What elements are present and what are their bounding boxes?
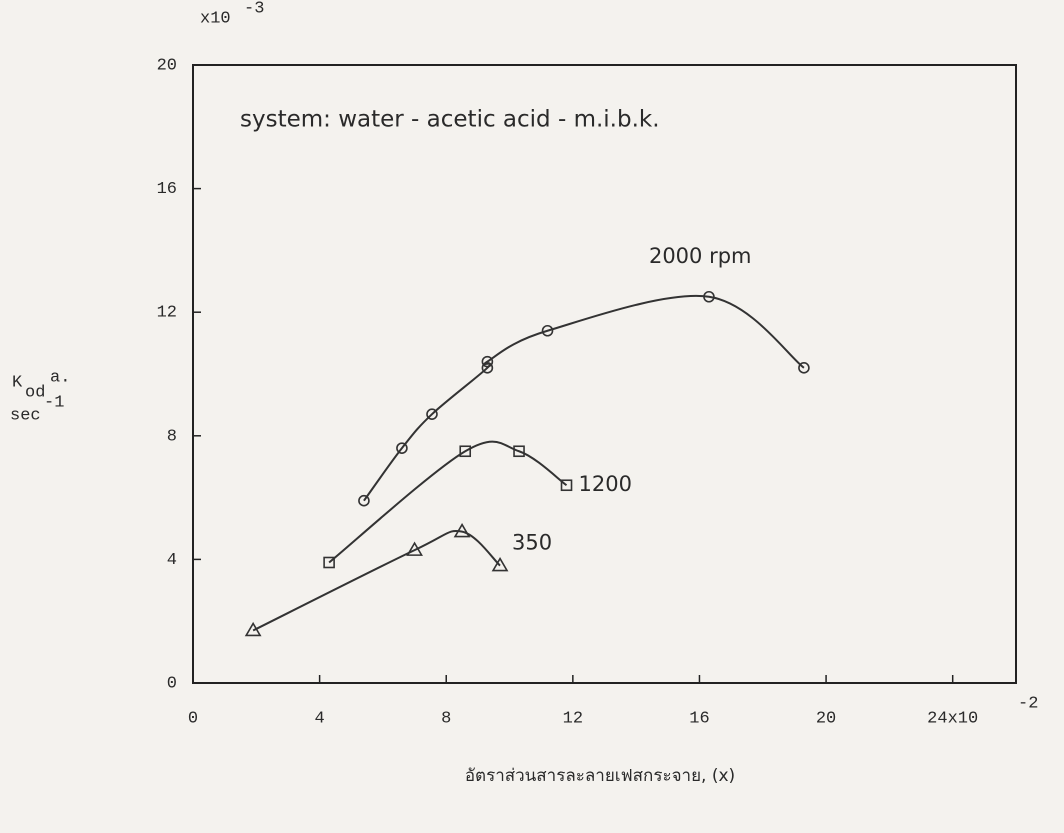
series-curve [363, 294, 805, 502]
x-tick-label: 12 [563, 709, 583, 728]
y-label-sub: od [25, 383, 45, 402]
series-label: 2000 rpm [649, 244, 752, 268]
y-tick-label: 8 [167, 427, 177, 446]
x-tick-label: 0 [188, 709, 198, 728]
marker [481, 362, 494, 374]
marker [481, 355, 494, 368]
y-label-tail: a. [50, 368, 70, 387]
series-curve [252, 529, 501, 632]
y-multiplier: x10 [200, 9, 231, 28]
x-axis-label: อัตราส่วนสารละลายเฟสกระจาย, (x) [465, 766, 735, 786]
y-label-main: K [12, 373, 23, 392]
marker [560, 479, 573, 492]
series-curve [328, 440, 568, 564]
x-tick-label: 4 [315, 709, 325, 728]
x-tick-label: 16 [689, 709, 709, 728]
marker [513, 445, 525, 458]
marker [244, 621, 262, 637]
plot-frame [192, 64, 1017, 684]
y-tick-label: 0 [167, 674, 177, 693]
marker [798, 362, 810, 374]
marker [453, 523, 471, 538]
series-label: 1200 [579, 472, 632, 496]
marker [426, 408, 438, 420]
y-label-unit: sec [10, 406, 41, 425]
marker [396, 442, 408, 454]
marker [406, 541, 423, 556]
y-tick-label: 12 [157, 304, 177, 323]
x-exponent: -2 [1018, 694, 1038, 713]
y-tick-label: 4 [167, 551, 177, 570]
marker [459, 445, 472, 458]
marker [703, 290, 715, 303]
y-tick-label: 16 [157, 180, 177, 199]
x-tick-label: 8 [441, 709, 451, 728]
marker [323, 556, 335, 569]
marker [491, 556, 509, 572]
marker [541, 324, 554, 337]
y-tick-label: 20 [157, 56, 177, 75]
y-multiplier-exp: -3 [244, 0, 264, 18]
x-tick-label: 24x10 [927, 709, 978, 728]
x-tick-label: 20 [816, 709, 836, 728]
marker [358, 494, 370, 507]
series-label: 350 [512, 531, 552, 555]
y-label-unit-exp: -1 [44, 393, 64, 412]
chart-title: system: water - acetic acid - m.i.b.k. [240, 107, 660, 133]
